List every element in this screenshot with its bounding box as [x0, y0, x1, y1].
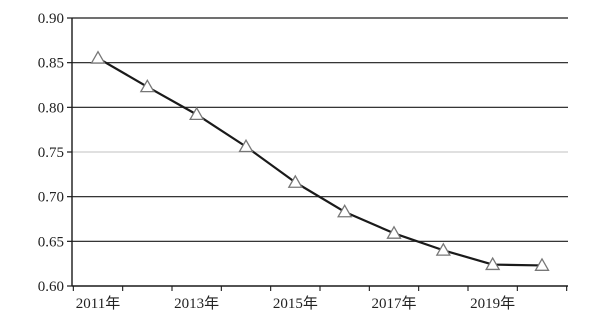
y-tick-label: 0.65: [38, 234, 64, 250]
data-point-marker: [386, 225, 402, 239]
grid-layer: [72, 17, 568, 242]
data-point-marker: [90, 50, 106, 64]
marker-layer: [90, 50, 550, 271]
data-point-marker: [534, 257, 550, 271]
y-tick-label: 0.85: [38, 56, 64, 72]
data-point-marker: [337, 204, 353, 218]
x-tick-label: 2013年: [174, 295, 219, 312]
y-axis-ticks: 0.60 0.65 0.70 0.75 0.80 0.85 0.90: [38, 11, 72, 295]
x-tick-label: 2017年: [371, 295, 416, 312]
data-point-marker: [485, 256, 501, 271]
x-tick-label: 2015年: [273, 295, 318, 312]
y-tick-label: 0.80: [38, 100, 64, 116]
data-point-marker: [435, 242, 451, 256]
y-tick-label: 0.75: [38, 145, 64, 161]
x-tick-label: 2011年: [76, 295, 120, 312]
series-layer: [96, 57, 544, 267]
y-tick-label: 0.70: [38, 190, 64, 206]
y-tick-label: 0.60: [38, 279, 64, 295]
data-point-marker: [287, 174, 303, 188]
data-point-marker: [238, 138, 254, 153]
y-tick-label: 0.90: [38, 11, 64, 27]
series-line-0: [96, 57, 544, 267]
data-point-marker: [189, 106, 205, 121]
x-tick-label: 2019年: [470, 295, 515, 312]
x-axis-ticks: 2011年 2013年 2015年 2017年 2019年: [72, 286, 568, 312]
data-point-marker: [139, 78, 155, 93]
